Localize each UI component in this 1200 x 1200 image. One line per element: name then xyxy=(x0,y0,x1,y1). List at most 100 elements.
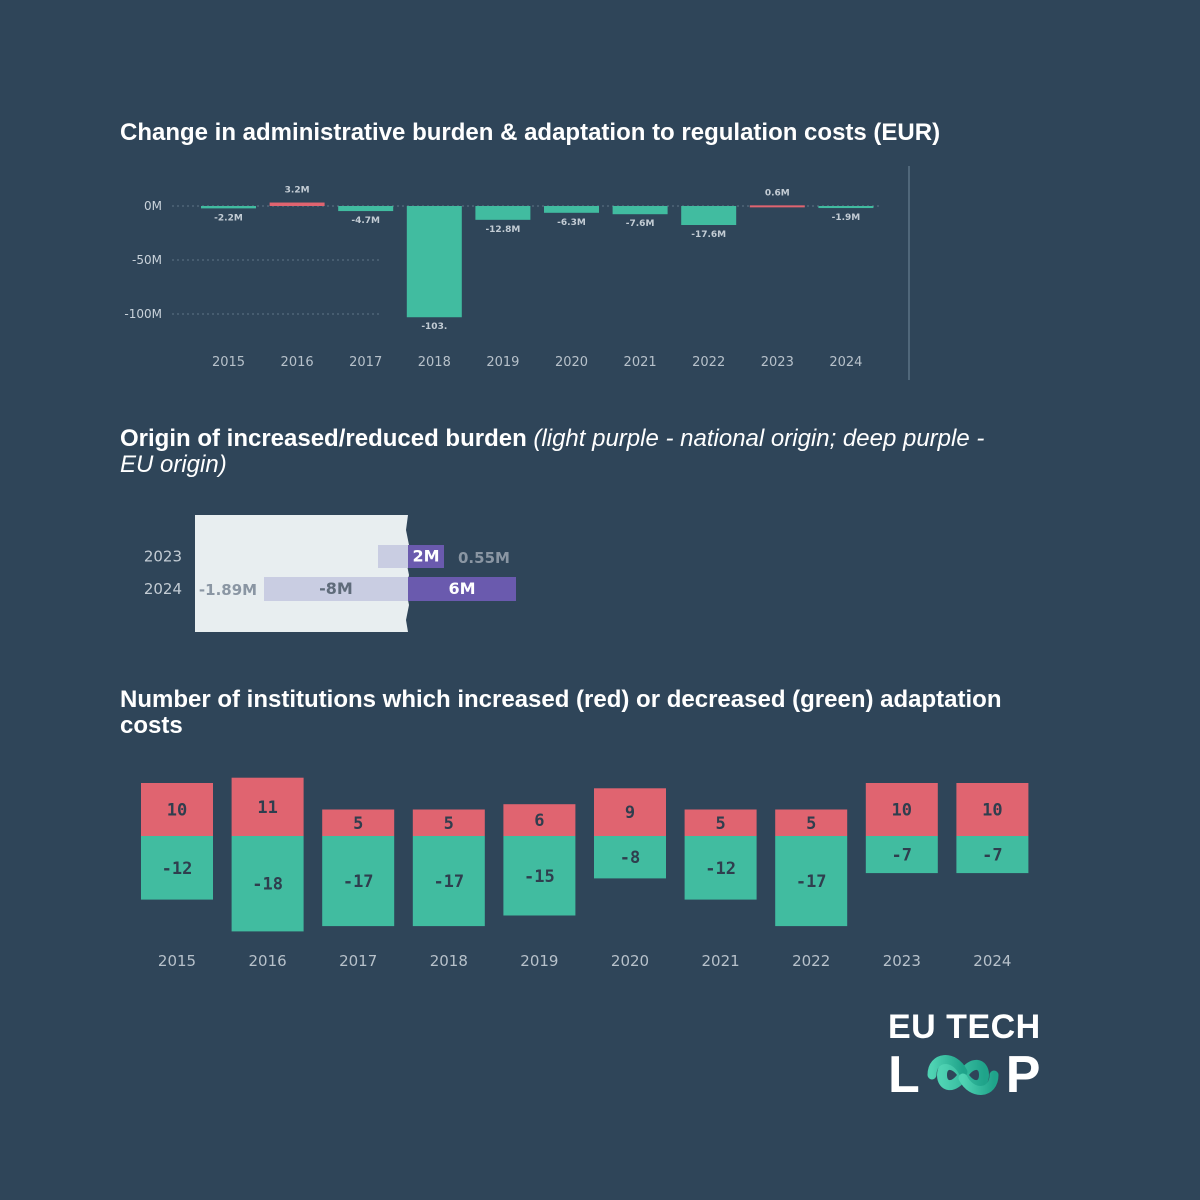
chart1-bar-2017 xyxy=(338,206,394,212)
chart3-decreased-label: -17 xyxy=(433,872,464,892)
chart3-bar-decreased-2022 xyxy=(775,836,848,927)
chart1-data-label: 3.2M xyxy=(285,186,310,196)
chart3-title: Number of institutions which increased (… xyxy=(120,686,1002,739)
chart3-xtick-label: 2018 xyxy=(430,952,468,970)
logo-letter-l: L xyxy=(888,1046,920,1104)
chart2-eu-label: 2M xyxy=(412,547,439,566)
chart3-decreased-label: -12 xyxy=(705,859,736,879)
eu-tech-loop-logo: EU TECH L P xyxy=(888,1008,1068,1104)
chart3-increased-label: 11 xyxy=(257,798,277,818)
chart1-data-label: -7.6M xyxy=(626,219,655,229)
chart1-data-label: -1.9M xyxy=(832,213,861,223)
chart1-bar-2023 xyxy=(749,205,805,208)
chart3-decreased-label: -18 xyxy=(252,875,283,895)
chart1-data-label: -6.3M xyxy=(557,218,586,228)
chart3-increased-label: 5 xyxy=(353,814,363,834)
chart1-ytick-label: 0M xyxy=(144,199,162,213)
chart3-bar-decreased-2021 xyxy=(684,836,757,900)
chart3-decreased-label: -7 xyxy=(892,846,912,866)
chart3-increased-label: 6 xyxy=(534,811,544,831)
chart3-increased-label: 5 xyxy=(444,814,454,834)
chart3-xtick-label: 2022 xyxy=(792,952,830,970)
chart2-bar-national-2024 xyxy=(264,577,408,601)
chart3-bar-decreased-2017 xyxy=(322,836,395,927)
chart1-data-label: -12.8M xyxy=(485,225,520,235)
chart1-bar-2015 xyxy=(201,206,256,209)
chart1-xtick-label: 2021 xyxy=(624,355,657,370)
chart3-xtick-label: 2016 xyxy=(249,952,287,970)
chart1-xtick-label: 2015 xyxy=(212,355,245,370)
chart3-bar-increased-2015 xyxy=(141,783,213,836)
chart1-xtick-label: 2016 xyxy=(281,355,314,370)
chart3-decreased-label: -8 xyxy=(620,848,640,868)
chart1-ytick-label: -100M xyxy=(124,307,162,321)
chart3-increased-label: 5 xyxy=(806,814,816,834)
chart2-ytick-label: 2024 xyxy=(144,580,182,598)
chart3-bar-increased-2018 xyxy=(412,809,485,836)
chart3-increased-label: 10 xyxy=(892,801,912,821)
chart3-increased-label: 9 xyxy=(625,803,635,823)
chart3-increased-label: 5 xyxy=(715,814,725,834)
chart2-total-2024: -1.89M xyxy=(199,581,257,599)
chart1-xtick-label: 2024 xyxy=(829,355,862,370)
chart3-bar-increased-2021 xyxy=(684,809,757,836)
chart2-bar-national-2023 xyxy=(378,545,408,568)
chart3-bar-increased-2023 xyxy=(865,783,938,836)
chart3-bar-decreased-2024 xyxy=(956,836,1029,874)
chart3-bar-increased-2020 xyxy=(594,788,666,836)
logo-line2: L P xyxy=(888,1046,1068,1104)
chart3-bar-increased-2016 xyxy=(231,777,304,836)
chart1-bar-2024 xyxy=(818,206,874,209)
chart1-xtick-label: 2017 xyxy=(349,355,382,370)
chart1-xtick-label: 2020 xyxy=(555,355,588,370)
chart3-increased-label: 10 xyxy=(167,801,187,821)
chart3-decreased-label: -7 xyxy=(982,846,1002,866)
chart2-title: Origin of increased/reduced burden (ligh… xyxy=(120,426,1020,478)
chart2-ytick-label: 2023 xyxy=(144,548,182,566)
logo-line1: EU TECH xyxy=(888,1008,1041,1046)
chart3-bar-increased-2022 xyxy=(775,809,848,836)
chart3-bar-decreased-2015 xyxy=(141,836,213,900)
chart1-data-label: -17.6M xyxy=(691,230,726,240)
chart1-ytick-label: -50M xyxy=(132,253,162,267)
chart1-data-label: -4.7M xyxy=(351,216,380,226)
chart3-xtick-label: 2023 xyxy=(883,952,921,970)
chart2-title-italic: (light purple - national origin; deep pu… xyxy=(120,425,985,478)
chart2-eu-label: 6M xyxy=(448,579,475,598)
chart2-bar-eu-2024 xyxy=(408,577,516,601)
chart3-bar-decreased-2016 xyxy=(231,836,304,932)
chart3-bar-increased-2024 xyxy=(956,783,1029,836)
chart1-data-label: -2.2M xyxy=(214,213,243,223)
chart3-xtick-label: 2015 xyxy=(158,952,196,970)
chart3-decreased-label: -12 xyxy=(162,859,193,879)
chart1-data-label: -103. xyxy=(421,322,447,332)
chart1-bar-2019 xyxy=(475,206,531,220)
chart1-title: Change in administrative burden & adapta… xyxy=(120,119,941,146)
chart3-decreased-label: -15 xyxy=(524,867,555,887)
chart3-bar-decreased-2023 xyxy=(865,836,938,874)
infinity-loop-icon xyxy=(927,1055,999,1095)
chart3-bar-decreased-2018 xyxy=(412,836,485,927)
chart1-xtick-label: 2023 xyxy=(761,355,794,370)
chart1-bar-2022 xyxy=(681,206,737,226)
chart1-xtick-label: 2019 xyxy=(486,355,519,370)
chart3-decreased-label: -17 xyxy=(343,872,374,892)
chart3-xtick-label: 2024 xyxy=(973,952,1011,970)
chart1-bar-2016 xyxy=(269,202,325,206)
chart2-total-2023: 0.55M xyxy=(458,549,510,567)
chart1-data-label: 0.6M xyxy=(765,188,790,198)
chart1-bar-2018 xyxy=(406,206,462,318)
chart1-xtick-label: 2018 xyxy=(418,355,451,370)
chart1-xtick-label: 2022 xyxy=(692,355,725,370)
chart3-xtick-label: 2020 xyxy=(611,952,649,970)
chart3-increased-label: 10 xyxy=(982,801,1002,821)
chart2-bar-eu-2023 xyxy=(408,545,444,568)
logo-letter-p: P xyxy=(1005,1046,1041,1104)
chart1-bar-2020 xyxy=(544,206,599,213)
chart3-bar-decreased-2020 xyxy=(594,836,666,879)
chart2-national-label: -8M xyxy=(319,579,353,598)
chart3-xtick-label: 2019 xyxy=(520,952,558,970)
